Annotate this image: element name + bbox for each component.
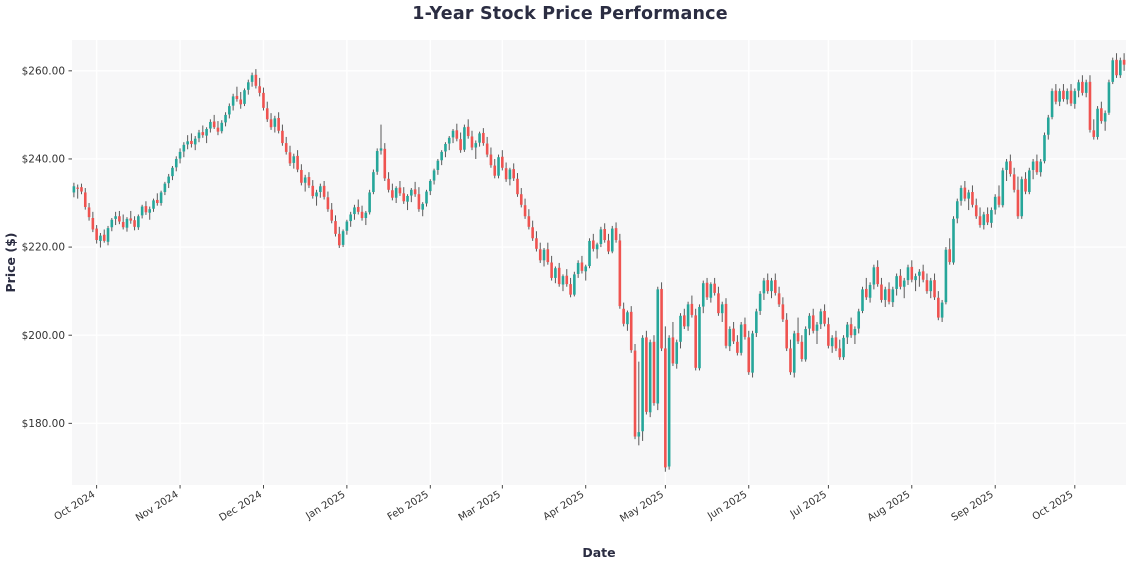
axis-titles: Date Price ($) [3, 233, 616, 560]
svg-text:Mar 2025: Mar 2025 [457, 489, 503, 523]
svg-text:Jan 2025: Jan 2025 [303, 489, 347, 522]
svg-text:Jul 2025: Jul 2025 [788, 489, 829, 520]
svg-text:Date: Date [582, 545, 615, 560]
svg-text:Oct 2024: Oct 2024 [52, 489, 97, 523]
svg-text:$240.00: $240.00 [22, 154, 65, 166]
svg-text:$220.00: $220.00 [22, 242, 65, 254]
svg-text:$180.00: $180.00 [22, 418, 65, 430]
svg-text:Apr 2025: Apr 2025 [542, 489, 587, 523]
svg-text:Feb 2025: Feb 2025 [386, 489, 431, 523]
svg-text:Nov 2024: Nov 2024 [134, 489, 181, 524]
x-axis-ticks: Oct 2024 Nov 2024 Dec 2024 Jan 2025 Feb 2025… [52, 485, 1075, 525]
candlestick-series [72, 53, 1126, 472]
svg-text:Dec 2024: Dec 2024 [218, 489, 265, 524]
plot-background [72, 40, 1126, 485]
svg-text:Price ($): Price ($) [3, 233, 18, 293]
svg-text:$260.00: $260.00 [22, 65, 65, 77]
chart-title: 1-Year Stock Price Performance [412, 4, 728, 24]
svg-text:Jun 2025: Jun 2025 [705, 489, 749, 522]
svg-text:May 2025: May 2025 [618, 489, 666, 524]
svg-text:Sep 2025: Sep 2025 [950, 489, 996, 523]
svg-text:$200.00: $200.00 [22, 330, 65, 342]
svg-text:Aug 2025: Aug 2025 [866, 489, 913, 524]
y-axis-ticks: $180.00 $200.00 $220.00 $240.00 $260.00 [22, 65, 72, 430]
svg-text:Oct 2025: Oct 2025 [1031, 489, 1076, 523]
